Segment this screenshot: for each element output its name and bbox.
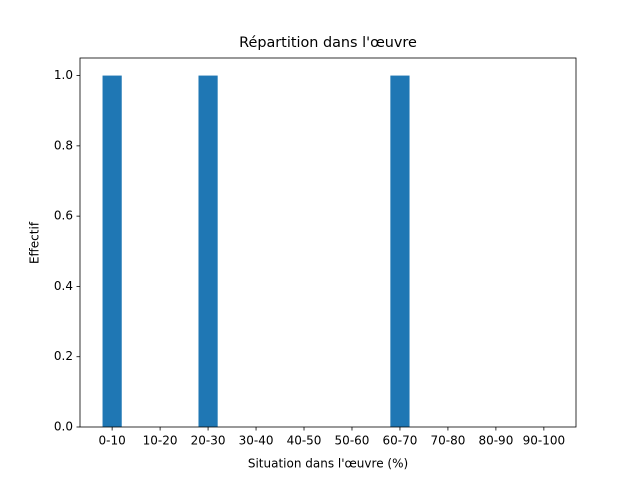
y-tick-label: 1.0 (54, 68, 73, 82)
y-axis-label: Effectif (28, 221, 42, 264)
x-tick-label: 60-70 (383, 434, 418, 448)
bar (198, 75, 218, 428)
bar (390, 75, 410, 428)
bar (102, 75, 122, 428)
plot-frame (79, 57, 577, 428)
x-tick-label: 90-100 (523, 434, 566, 448)
y-tick-label: 0.8 (54, 138, 73, 152)
x-axis-label: Situation dans l'œuvre (%) (248, 457, 408, 471)
chart-title: Répartition dans l'œuvre (239, 35, 417, 51)
x-tick-label: 50-60 (335, 434, 370, 448)
y-tick-label: 0.2 (54, 349, 73, 363)
x-tick-label: 40-50 (287, 434, 322, 448)
y-tick-label: 0.4 (54, 279, 73, 293)
y-tick-label: 0.0 (54, 420, 73, 434)
x-tick-label: 30-40 (239, 434, 274, 448)
x-tick-label: 20-30 (191, 434, 226, 448)
x-tick-label: 70-80 (430, 434, 465, 448)
x-tick-label: 10-20 (143, 434, 178, 448)
y-tick-label: 0.6 (54, 209, 73, 223)
x-tick-label: 80-90 (478, 434, 513, 448)
x-tick-label: 0-10 (99, 434, 126, 448)
